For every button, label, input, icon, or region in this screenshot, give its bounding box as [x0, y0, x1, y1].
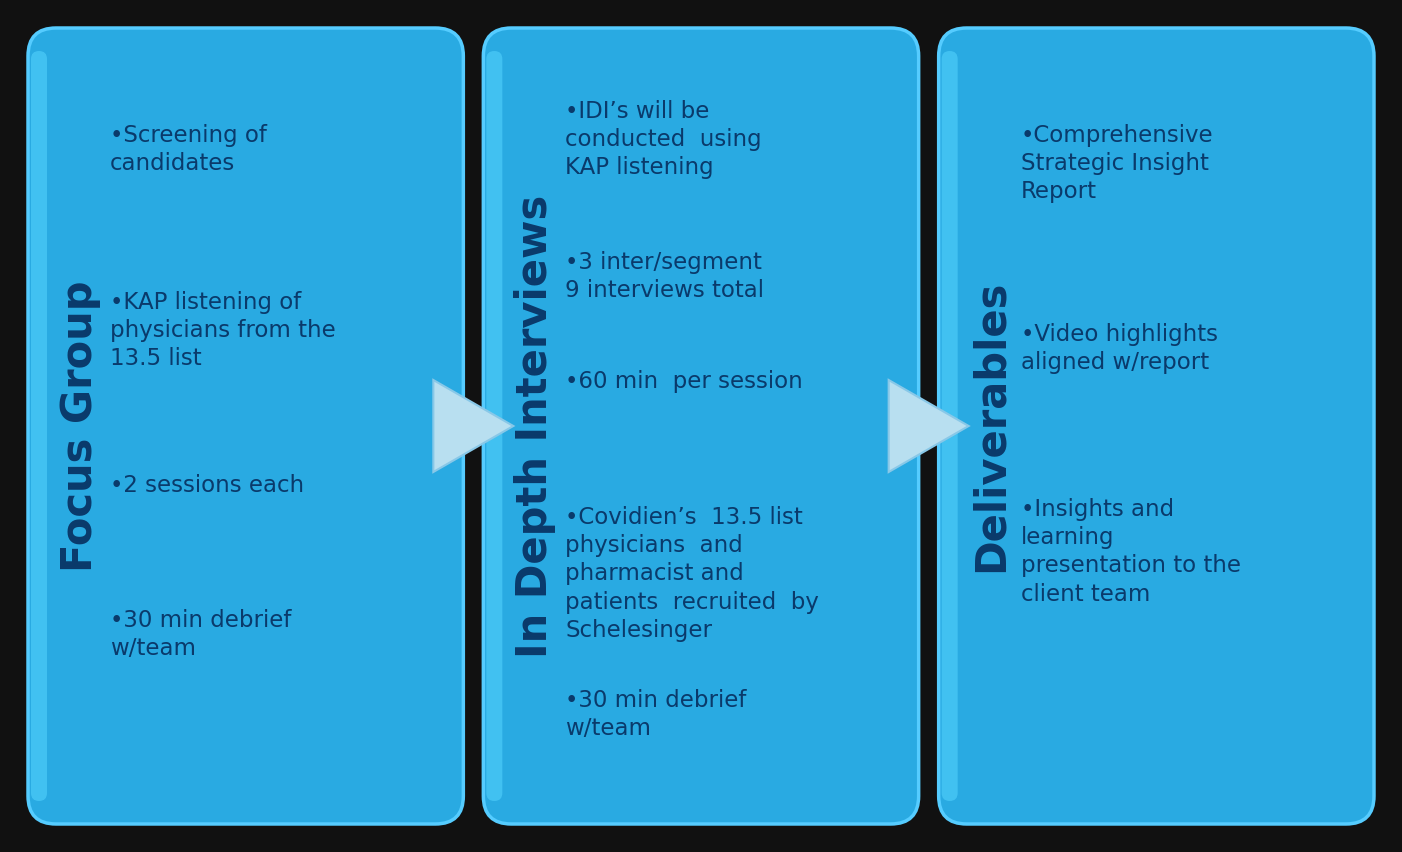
Text: •Comprehensive
Strategic Insight
Report: •Comprehensive Strategic Insight Report: [1021, 124, 1213, 204]
FancyBboxPatch shape: [28, 28, 463, 824]
FancyBboxPatch shape: [486, 51, 502, 801]
Text: •IDI’s will be
conducted  using
KAP listening: •IDI’s will be conducted using KAP liste…: [565, 100, 761, 180]
Polygon shape: [433, 380, 513, 472]
Text: Focus Group: Focus Group: [59, 280, 101, 572]
Text: •30 min debrief
w/team: •30 min debrief w/team: [109, 609, 292, 660]
Text: •Insights and
learning
presentation to the
client team: •Insights and learning presentation to t…: [1021, 498, 1241, 606]
Text: •3 inter/segment
9 interviews total: •3 inter/segment 9 interviews total: [565, 250, 764, 302]
Text: •2 sessions each: •2 sessions each: [109, 474, 304, 497]
Text: •30 min debrief
w/team: •30 min debrief w/team: [565, 688, 747, 740]
FancyBboxPatch shape: [942, 51, 958, 801]
Text: •Screening of
candidates: •Screening of candidates: [109, 124, 266, 175]
Text: •Video highlights
aligned w/report: •Video highlights aligned w/report: [1021, 323, 1218, 374]
Polygon shape: [889, 380, 969, 472]
FancyBboxPatch shape: [484, 28, 918, 824]
Text: •Covidien’s  13.5 list
physicians  and
pharmacist and
patients  recruited  by
Sc: •Covidien’s 13.5 list physicians and pha…: [565, 505, 819, 642]
FancyBboxPatch shape: [939, 28, 1374, 824]
Text: Deliverables: Deliverables: [970, 279, 1012, 573]
Text: •KAP listening of
physicians from the
13.5 list: •KAP listening of physicians from the 13…: [109, 291, 335, 371]
FancyBboxPatch shape: [31, 51, 48, 801]
Text: In Depth Interviews: In Depth Interviews: [515, 194, 557, 658]
Text: •60 min  per session: •60 min per session: [565, 371, 803, 394]
